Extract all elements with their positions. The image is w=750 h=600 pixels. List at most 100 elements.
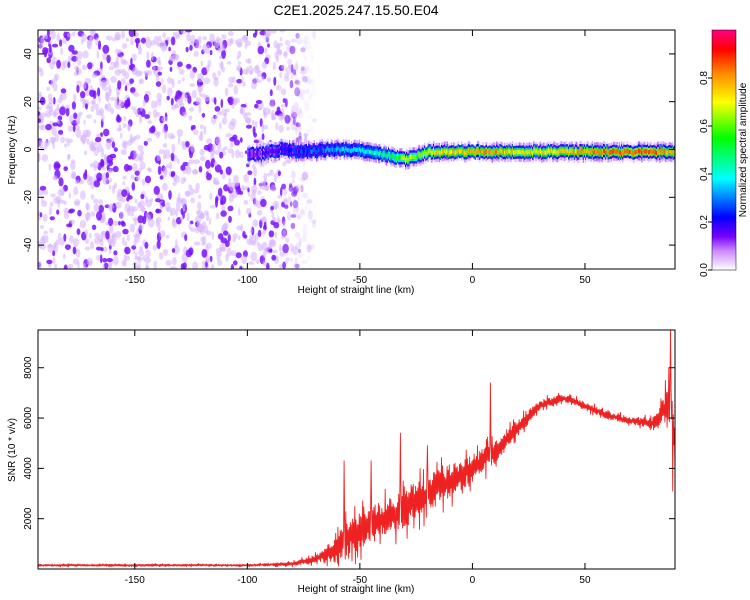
signal-cell [386,154,389,159]
noise-speckle [298,88,306,97]
noise-speckle [204,172,207,177]
noise-speckle [170,265,177,269]
signal-cell [247,152,249,157]
noise-speckle [53,110,56,117]
signal-cell [543,149,545,155]
noise-speckle [290,123,296,131]
noise-speckle [137,215,144,224]
noise-speckle [254,103,259,109]
signal-cell [249,151,251,157]
signal-cell [355,147,357,152]
signal-cell [435,150,437,155]
noise-speckle [235,174,239,183]
noise-speckle [72,237,79,248]
spectrogram-x-axis: -150 -100 -50 0 50 [125,30,591,286]
signal-cell [404,158,407,163]
noise-speckle [96,50,100,59]
noise-speckle [99,254,103,264]
signal-cell [277,149,280,154]
noise-speckle [102,86,109,92]
noise-speckle [260,217,266,222]
noise-speckle [155,81,162,87]
noise-speckle [211,143,216,151]
signal-cell [582,151,585,156]
noise-speckle [217,38,224,47]
noise-speckle [224,240,230,248]
noise-speckle [68,209,74,214]
noise-speckle [38,42,44,49]
noise-speckle [301,39,306,45]
signal-cell [483,150,486,155]
signal-cell [535,149,537,155]
noise-speckle [310,51,314,59]
signal-cell [610,150,613,155]
noise-speckle [257,45,265,55]
signal-cell [307,150,309,155]
noise-speckle [253,177,257,186]
signal-cell [464,150,466,156]
signal-cell [632,150,634,156]
signal-cell [275,149,277,154]
noise-speckle [239,266,243,269]
noise-speckle [105,92,110,102]
noise-speckle [284,39,291,46]
spectrogram-heatmap [38,30,675,269]
noise-speckle [103,246,108,253]
noise-speckle [130,174,135,180]
noise-speckle [129,78,135,84]
signal-cell [440,149,443,154]
noise-speckle [107,168,114,174]
noise-speckle [182,143,186,151]
signal-cell [361,148,363,153]
noise-speckle [192,261,198,269]
signal-cell [456,149,459,155]
noise-speckle [42,213,48,222]
signal-cell [539,148,542,154]
noise-speckle [165,201,171,212]
noise-speckle [130,57,133,67]
noise-speckle [155,112,161,118]
signal-cell [623,149,625,154]
noise-speckle [112,256,119,266]
noise-speckle [197,194,202,199]
noise-speckle [132,136,137,142]
signal-cell [433,148,435,153]
noise-speckle [47,244,53,248]
signal-cell [469,149,471,154]
noise-speckle [282,229,287,237]
noise-speckle [168,55,176,62]
signal-cell [488,150,490,155]
noise-speckle [119,211,125,220]
signal-cell [517,150,519,155]
noise-speckle [144,114,151,119]
noise-speckle [102,263,105,269]
noise-speckle [47,102,53,110]
signal-cell [667,150,669,155]
signal-cell [661,150,663,155]
signal-cell [550,148,552,153]
signal-cell [265,150,267,155]
signal-cell [592,150,595,155]
noise-speckle [310,88,317,97]
noise-speckle [290,64,294,74]
signal-cell [449,150,452,155]
signal-cell [662,148,664,153]
noise-speckle [228,76,234,84]
noise-speckle [127,123,131,132]
noise-speckle [94,236,101,245]
signal-cell [422,152,425,157]
noise-speckle [175,208,179,217]
noise-speckle [284,114,291,124]
noise-speckle [177,91,183,96]
signal-cell [546,149,549,154]
noise-speckle [169,66,173,72]
noise-speckle [307,210,313,220]
signal-cell [273,149,275,154]
noise-speckle [300,185,304,193]
noise-speckle [109,265,112,269]
noise-speckle [205,159,211,169]
noise-speckle [133,239,137,247]
noise-speckle [108,217,114,227]
y-tick-label: 2000 [23,507,34,530]
signal-cell [402,155,404,160]
